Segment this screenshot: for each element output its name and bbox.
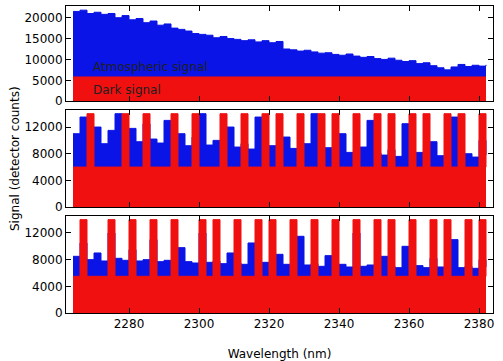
svg-text:Signal (detector counts): Signal (detector counts)	[8, 86, 22, 231]
svg-text:20000: 20000	[24, 11, 62, 25]
svg-text:2320: 2320	[254, 317, 285, 331]
svg-text:4000: 4000	[32, 174, 63, 188]
svg-text:0: 0	[55, 94, 63, 108]
svg-text:2340: 2340	[324, 317, 355, 331]
svg-text:Dark signal: Dark signal	[93, 83, 161, 97]
svg-text:8000: 8000	[32, 147, 63, 161]
svg-text:2280: 2280	[114, 317, 145, 331]
svg-text:15000: 15000	[24, 32, 62, 46]
svg-text:12000: 12000	[24, 226, 62, 240]
svg-text:2300: 2300	[184, 317, 215, 331]
svg-text:10000: 10000	[24, 53, 62, 67]
svg-text:4000: 4000	[32, 280, 63, 294]
svg-text:2360: 2360	[394, 317, 425, 331]
svg-text:Wavelength (nm): Wavelength (nm)	[228, 347, 332, 361]
svg-text:8000: 8000	[32, 253, 63, 267]
svg-text:0: 0	[55, 306, 63, 320]
svg-text:2380: 2380	[464, 317, 495, 331]
svg-text:5000: 5000	[32, 74, 63, 88]
svg-text:0: 0	[55, 200, 63, 214]
svg-text:Atmospheric signal: Atmospheric signal	[93, 60, 208, 74]
svg-text:12000: 12000	[24, 120, 62, 134]
